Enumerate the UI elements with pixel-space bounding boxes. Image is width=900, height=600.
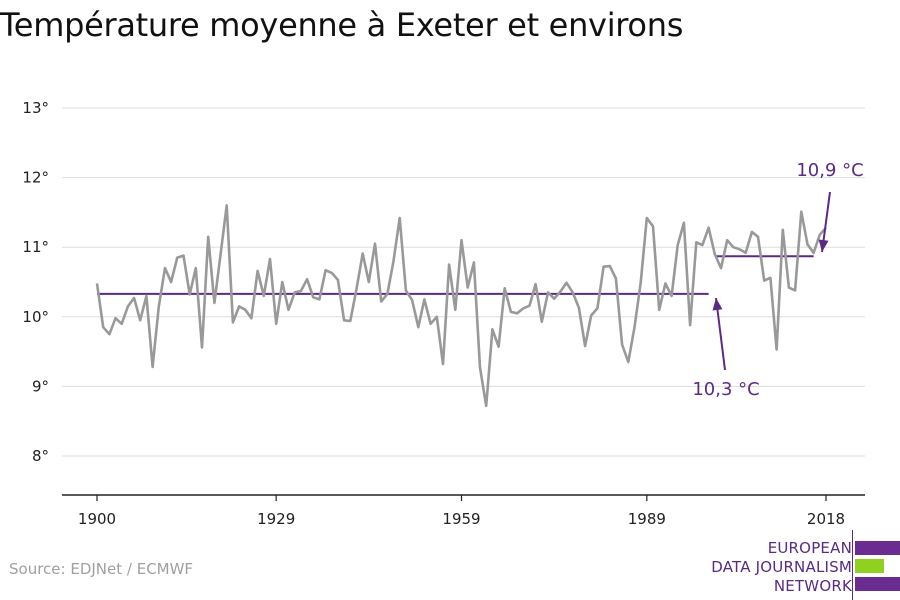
y-tick-label: 12°	[22, 169, 49, 187]
logo-bar-purple-top	[855, 541, 900, 555]
logo-line-3: NETWORK	[773, 577, 852, 595]
logo-bar-purple-bottom	[855, 577, 900, 591]
y-tick-label: 8°	[32, 447, 49, 465]
y-tick-label: 10°	[22, 308, 49, 326]
x-tick-label: 1900	[78, 510, 116, 528]
x-tick-label: 1929	[257, 510, 295, 528]
logo-bar-green	[855, 559, 884, 573]
annotation-arrow-1	[715, 297, 726, 371]
logo-line-2: DATA JOURNALISM	[711, 558, 852, 576]
y-tick-label: 13°	[22, 99, 49, 117]
source-note: Source: EDJNet / ECMWF	[9, 560, 194, 578]
annotation-arrow-2-head	[818, 239, 829, 252]
x-tick-label: 1959	[442, 510, 480, 528]
y-tick-label: 11°	[22, 238, 49, 256]
y-tick-label: 9°	[32, 377, 49, 395]
logo-line-1: EUROPEAN	[767, 539, 852, 557]
temperature-series-line	[95, 204, 827, 408]
annotation-label-1: 10,3 °C	[692, 379, 759, 400]
chart-title: Température moyenne à Exeter et environs	[0, 6, 684, 44]
x-tick-label: 2018	[807, 510, 845, 528]
annotation-label-2: 10,9 °C	[796, 160, 863, 181]
edjnet-logo: EUROPEAN DATA JOURNALISM NETWORK	[700, 530, 900, 600]
annotation-arrow-1-head	[712, 298, 723, 311]
logo-divider	[852, 530, 853, 600]
x-tick-label: 1989	[628, 510, 666, 528]
